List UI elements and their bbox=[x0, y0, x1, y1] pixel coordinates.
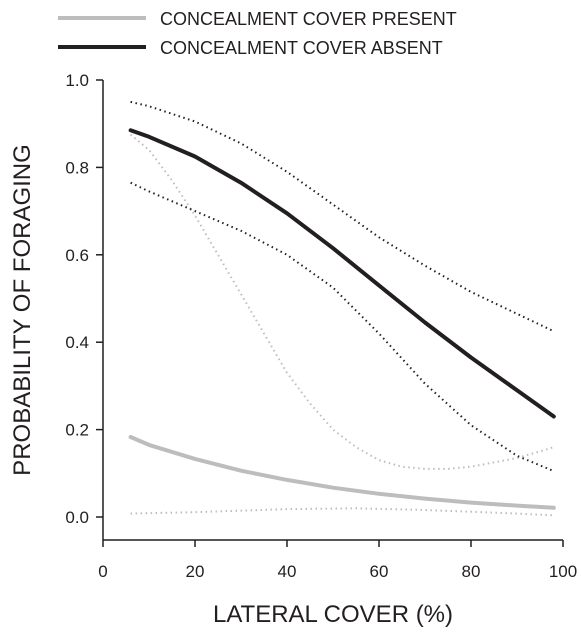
legend: CONCEALMENT COVER PRESENT CONCEALMENT CO… bbox=[58, 9, 457, 58]
y-axis-title: PROBABILITY OF FORAGING bbox=[9, 144, 36, 476]
y-tick-label: 0.6 bbox=[65, 246, 89, 265]
x-tick-label: 20 bbox=[186, 562, 205, 581]
legend-label-absent: CONCEALMENT COVER ABSENT bbox=[160, 38, 443, 58]
x-tick-label: 40 bbox=[278, 562, 297, 581]
y-ticks: 0.0 0.2 0.4 0.6 0.8 1.0 bbox=[65, 71, 103, 527]
ci-line-present-upper-ci bbox=[129, 133, 555, 470]
series-lines bbox=[128, 100, 556, 517]
series-line-present bbox=[128, 435, 556, 510]
y-tick-label: 0.2 bbox=[65, 421, 89, 440]
x-tick-label: 0 bbox=[98, 562, 107, 581]
y-tick-label: 0.4 bbox=[65, 333, 89, 352]
y-tick-label: 0.0 bbox=[65, 508, 89, 527]
axes: 0 20 40 60 80 100 0.0 0.2 0.4 0.6 0.8 1.0 bbox=[65, 71, 577, 581]
y-tick-label: 1.0 bbox=[65, 71, 89, 90]
x-ticks: 0 20 40 60 80 100 bbox=[98, 540, 577, 581]
ci-line-absent-lower-ci bbox=[130, 181, 555, 473]
x-tick-label: 100 bbox=[549, 562, 577, 581]
x-tick-label: 80 bbox=[462, 562, 481, 581]
x-axis-title: LATERAL COVER (%) bbox=[213, 601, 453, 628]
legend-label-present: CONCEALMENT COVER PRESENT bbox=[160, 9, 457, 29]
y-tick-label: 0.8 bbox=[65, 158, 89, 177]
ci-line-present-lower-ci bbox=[130, 507, 554, 517]
series-line-absent bbox=[128, 128, 556, 419]
ci-line-absent-upper-ci bbox=[130, 100, 555, 333]
x-tick-label: 60 bbox=[370, 562, 389, 581]
